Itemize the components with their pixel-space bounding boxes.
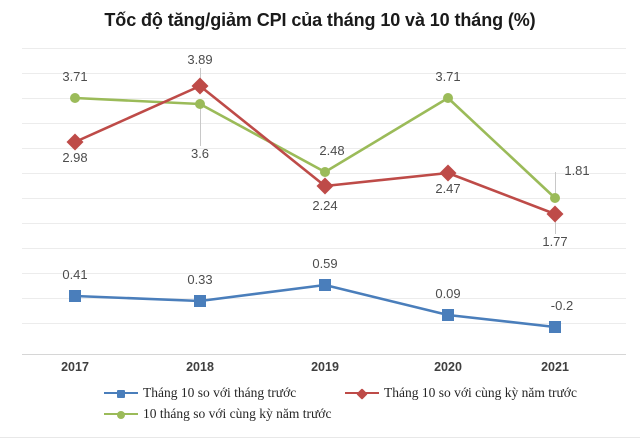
data-point-blue[interactable]	[319, 279, 331, 291]
callout-leader-green-2018	[200, 104, 201, 146]
x-axis-tick-2019: 2019	[311, 360, 339, 374]
chart-legend: Tháng 10 so với tháng trước Tháng 10 so …	[0, 386, 640, 436]
data-point-blue[interactable]	[194, 295, 206, 307]
data-label-red-2019: 2.24	[312, 198, 338, 213]
data-label-green-2019: 2.48	[319, 143, 345, 158]
gridline	[22, 48, 626, 49]
data-point-blue[interactable]	[442, 309, 454, 321]
data-label-red-2021: 1.77	[542, 234, 568, 249]
series-line-green	[73, 96, 557, 200]
series-lines	[66, 77, 564, 333]
legend-marker-square-icon	[104, 387, 138, 399]
x-axis-tick-2021: 2021	[541, 360, 569, 374]
data-point-green[interactable]	[70, 93, 80, 103]
callout-leader-red-2018	[200, 68, 201, 86]
legend-label-red: Tháng 10 so với cùng kỳ năm trước	[384, 385, 577, 400]
data-label-green-2017: 3.71	[62, 69, 88, 84]
plot-area: 3.71 3.6 2.48 3.71 1.81 2.98 3.89 2.24 2…	[22, 46, 626, 356]
gridline	[22, 323, 626, 324]
data-label-blue-2017: 0.41	[62, 267, 88, 282]
data-point-green[interactable]	[320, 167, 330, 177]
gridline	[22, 73, 626, 74]
x-axis-line	[22, 354, 626, 355]
legend-marker-diamond-icon	[345, 387, 379, 400]
x-axis-tick-2020: 2020	[434, 360, 462, 374]
gridline	[22, 148, 626, 149]
data-point-red[interactable]	[439, 164, 457, 182]
data-label-green-2018: 3.6	[190, 146, 210, 161]
legend-item-blue[interactable]: Tháng 10 so với tháng trước	[104, 386, 296, 400]
data-label-blue-2020: 0.09	[435, 286, 461, 301]
legend-item-red[interactable]: Tháng 10 so với cùng kỳ năm trước	[345, 386, 577, 400]
gridline	[22, 123, 626, 124]
data-point-green[interactable]	[443, 93, 453, 103]
data-point-red[interactable]	[66, 133, 84, 151]
gridline	[22, 223, 626, 224]
data-label-green-2021: 1.81	[564, 163, 590, 178]
legend-marker-circle-icon	[104, 408, 138, 420]
gridline	[22, 198, 626, 199]
legend-item-green[interactable]: 10 tháng so với cùng kỳ năm trước	[104, 407, 331, 421]
gridline	[22, 248, 626, 249]
data-point-blue[interactable]	[69, 290, 81, 302]
gridline	[22, 273, 626, 274]
series-line-red	[73, 84, 557, 216]
x-axis-tick-2018: 2018	[186, 360, 214, 374]
data-label-blue-2019: 0.59	[312, 256, 338, 271]
chart-title: Tốc độ tăng/giảm CPI của tháng 10 và 10 …	[104, 10, 536, 30]
legend-label-blue: Tháng 10 so với tháng trước	[143, 385, 297, 400]
data-point-red[interactable]	[316, 177, 334, 195]
data-point-red[interactable]	[546, 205, 564, 223]
data-label-blue-2021: -0.2	[550, 298, 574, 313]
data-label-blue-2018: 0.33	[187, 272, 213, 287]
data-point-red[interactable]	[191, 77, 209, 95]
data-label-red-2018: 3.89	[187, 52, 213, 67]
series-line-blue	[73, 283, 557, 329]
data-label-green-2020: 3.71	[435, 69, 461, 84]
legend-label-green: 10 tháng so với cùng kỳ năm trước	[143, 406, 332, 421]
data-label-red-2020: 2.47	[435, 181, 461, 196]
data-point-green[interactable]	[550, 193, 560, 203]
gridline	[22, 298, 626, 299]
gridline	[22, 98, 626, 99]
x-axis-tick-2017: 2017	[61, 360, 89, 374]
footer-divider	[0, 437, 640, 438]
data-point-blue[interactable]	[549, 321, 561, 333]
callout-leader-green-2021	[555, 172, 556, 198]
data-label-red-2017: 2.98	[62, 150, 88, 165]
data-point-green[interactable]	[195, 99, 205, 109]
